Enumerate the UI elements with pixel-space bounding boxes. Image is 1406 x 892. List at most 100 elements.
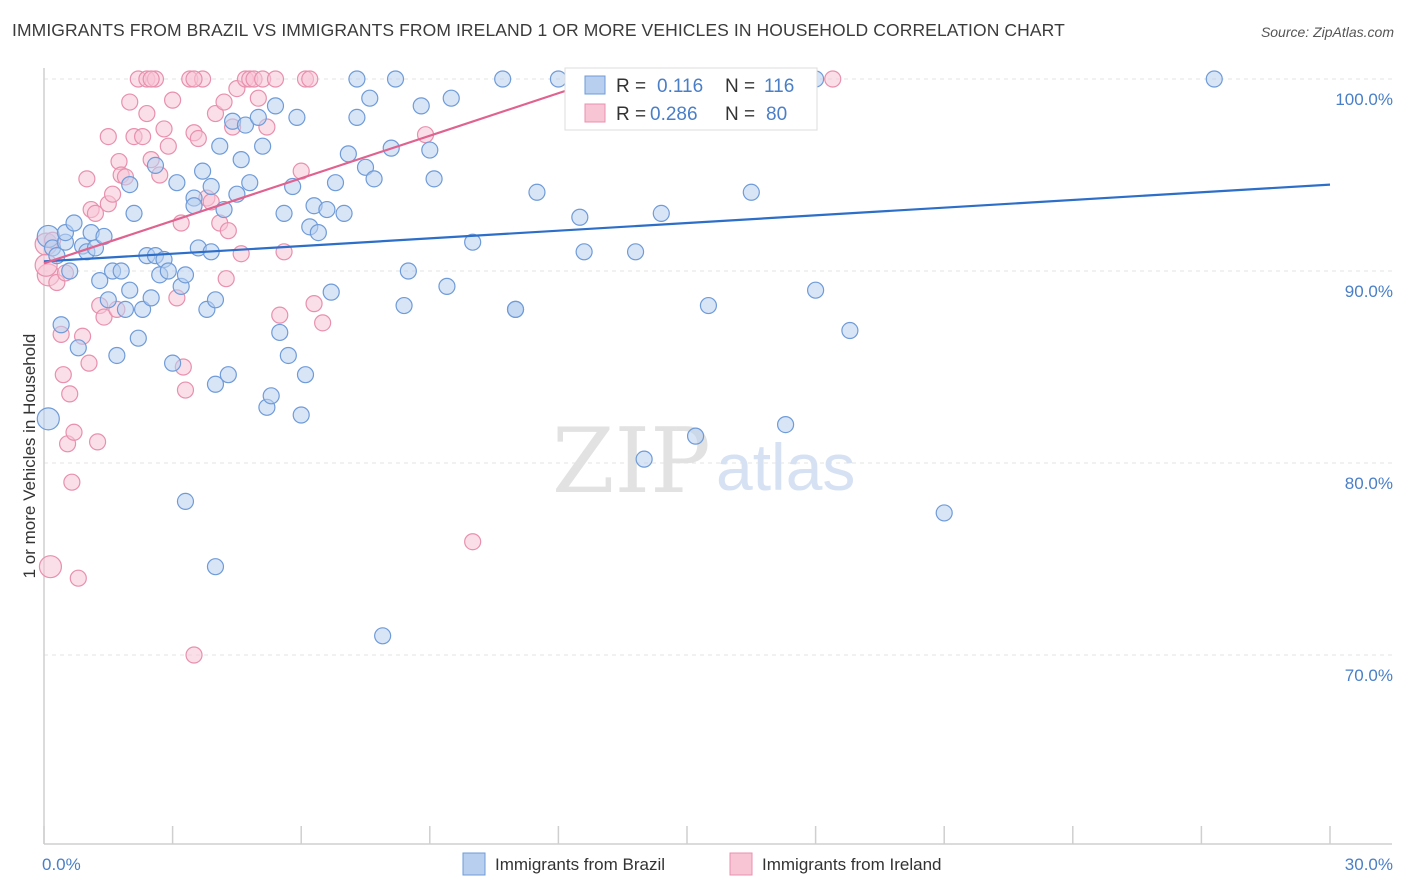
brazil-point-96 [571,208,589,226]
brazil-point-88 [438,277,456,295]
ireland-point-52 [215,93,233,111]
brazil-point-61 [275,204,293,222]
brazil-point-37 [176,492,195,510]
ireland-point-12 [69,569,87,587]
brazil-point-21 [121,281,139,299]
brazil-point-100 [626,243,645,261]
brazil-point-80 [374,627,392,645]
brazil-point-9 [69,339,87,357]
brazil-point-24 [129,329,147,347]
brazil-point-22 [121,176,139,194]
stats-brazil-r-label: R = [616,76,646,97]
stats-box: R = 0.116 N = 116 R = 0.286 N = 80 [564,67,818,131]
brazil-point-32 [159,262,177,280]
brazil-point-84 [399,262,417,280]
brazil-point-8 [65,214,83,232]
stats-brazil-swatch [584,75,606,95]
ireland-point-77 [142,70,160,88]
brazil-point-7 [61,262,79,280]
brazil-point-14 [91,272,109,290]
brazil-point-64 [288,108,306,127]
brazil-point-18 [108,346,126,365]
brazil-point-55 [249,108,267,127]
ireland-point-22 [103,185,122,203]
brazil-point-74 [339,145,357,163]
brazil-point-105 [686,427,705,445]
brazil-point-75 [348,70,366,88]
brazil-point-33 [164,354,182,372]
brazil-point-93 [506,300,525,318]
watermark: ZIP atlas [552,409,855,514]
y-tick-label-0: 100.0% [1335,90,1393,109]
brazil-point-83 [395,296,413,315]
stats-brazil-n-value: 116 [764,76,794,97]
axes [43,68,1392,845]
brazil-point-46 [206,291,225,309]
ireland-point-71 [314,314,332,332]
trend-lines [43,77,1331,265]
stats-ireland-swatch [584,103,606,123]
brazil-point-109 [776,416,795,434]
stats-brazil-r-value: 0.116 [657,76,703,97]
brazil-point-56 [254,137,272,155]
brazil-point-71 [322,283,340,301]
ireland-point-6 [54,366,72,384]
brazil-point-114 [1205,70,1223,88]
brazil-point-77 [356,158,375,176]
y-tick-label-1: 90.0% [1345,282,1393,301]
ireland-point-2 [38,555,63,579]
brazil-point-101 [635,450,653,468]
ireland-point-38 [164,91,182,109]
brazil-point-60 [271,323,289,342]
ireland-point-18 [88,433,107,451]
brazil-point-34 [168,174,186,192]
ireland-point-15 [80,354,98,372]
brazil-point-58 [262,387,280,405]
brazil-point-85 [412,97,430,115]
ireland-point-37 [159,137,177,155]
brazil-point-41 [194,162,212,180]
ireland-point-69 [301,70,319,88]
brazil-point-59 [266,97,285,115]
series-brazil-points [36,70,1223,645]
brazil-point-69 [309,224,327,242]
brazil-point-47 [211,137,229,155]
stats-ireland-n-value: 80 [766,104,787,125]
brazil-point-65 [292,406,310,424]
legend: Immigrants from Brazil Immigrants from I… [462,852,942,876]
ireland-point-45 [185,646,203,664]
x-tick-labels: 0.0% 30.0% [42,855,1393,874]
brazil-point-91 [494,70,512,88]
brazil-point-103 [652,204,670,222]
brazil-point-97 [575,243,593,261]
ireland-point-27 [121,93,139,111]
legend-ireland-swatch [729,852,753,876]
brazil-point-78 [361,89,379,107]
source-note: Source: ZipAtlas.com [1260,24,1394,40]
brazil-point-70 [318,200,336,219]
brazil-point-82 [386,70,405,88]
brazil-point-86 [421,141,439,159]
y-tick-label-3: 70.0% [1345,666,1393,685]
ireland-point-14 [78,170,96,188]
brazil-point-113 [935,504,953,522]
legend-ireland-label: Immigrants from Ireland [762,855,942,874]
brazil-point-36 [176,266,195,284]
brazil-point-87 [425,170,443,188]
brazil-point-62 [279,346,297,365]
ireland-point-50 [206,104,225,123]
brazil-point-66 [296,366,315,384]
brazil-point-106 [699,296,718,315]
ireland-point-17 [86,204,105,222]
legend-brazil-swatch [462,852,486,876]
y-tick-label-2: 80.0% [1345,474,1393,493]
ireland-point-9 [61,385,79,403]
brazil-point-23 [125,204,143,222]
x-ticks [43,826,1331,844]
brazil-point-52 [232,151,250,169]
ireland-point-75 [824,70,842,88]
brazil-point-43 [202,177,220,196]
brazil-point-27 [142,289,160,307]
ireland-point-42 [176,381,195,399]
